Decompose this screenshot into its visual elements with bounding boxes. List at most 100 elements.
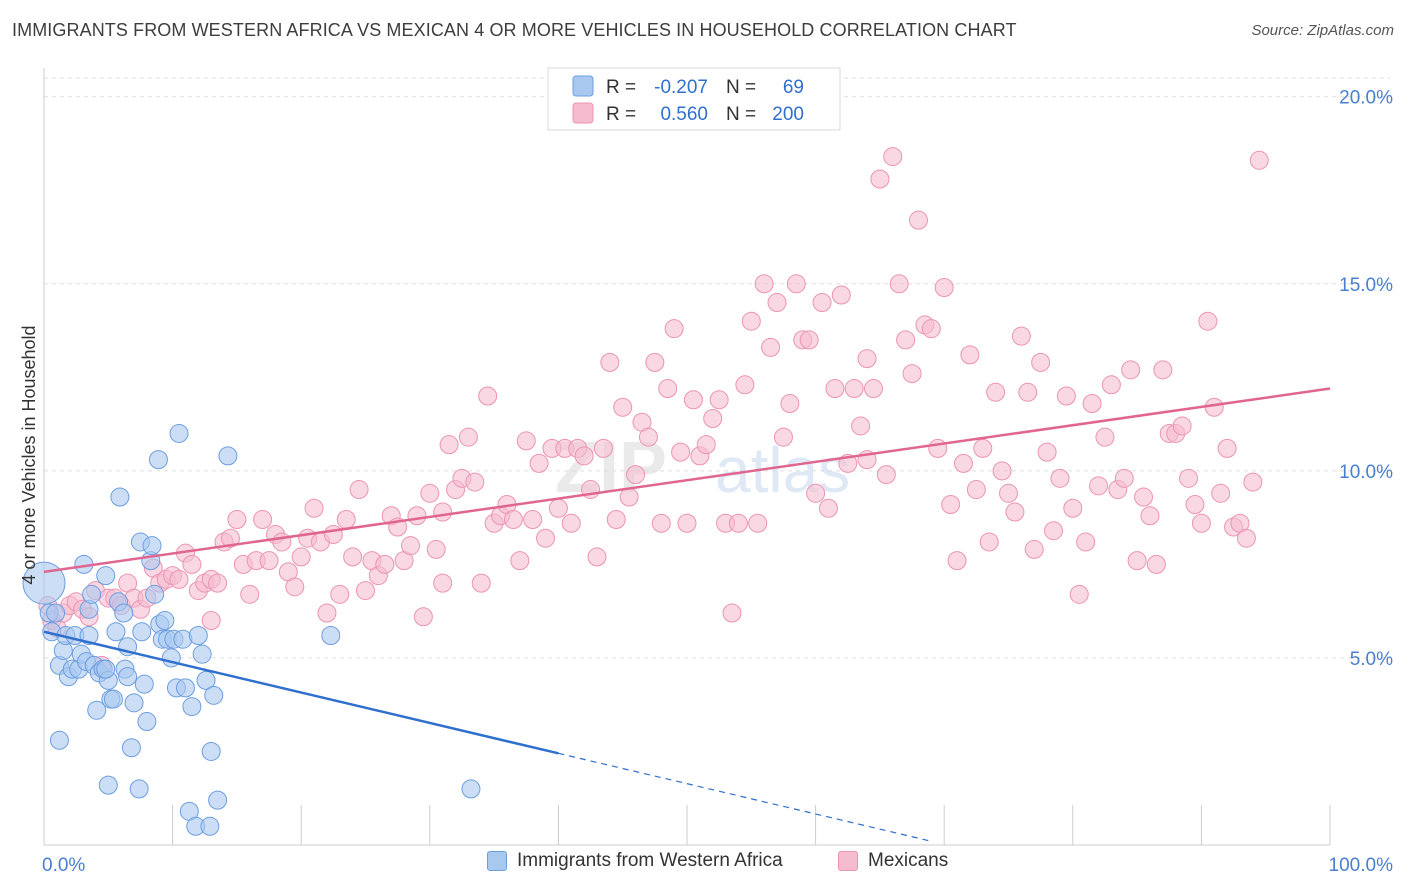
western-africa-point xyxy=(106,622,126,642)
mexicans-point xyxy=(587,547,607,567)
western-africa-point xyxy=(22,561,66,605)
mexicans-point xyxy=(1011,326,1031,346)
mexicans-point xyxy=(1146,554,1166,574)
western-africa-point xyxy=(82,584,102,604)
legend-swatch-pink xyxy=(572,102,594,124)
mexicans-point xyxy=(169,569,189,589)
chart-title: IMMIGRANTS FROM WESTERN AFRICA VS MEXICA… xyxy=(12,20,1017,40)
western-africa-point xyxy=(204,685,224,705)
legend-n-value-blue: 69 xyxy=(783,77,804,98)
western-africa-point xyxy=(148,450,168,470)
mexicans-point xyxy=(773,427,793,447)
mexicans-point xyxy=(889,274,909,294)
legend-swatch-western-africa xyxy=(487,851,507,871)
mexicans-point xyxy=(870,169,890,189)
legend-r-label-blue: R = xyxy=(606,77,636,98)
mexicans-point xyxy=(1172,416,1192,436)
mexicans-point xyxy=(1198,311,1218,331)
mexicans-point xyxy=(1211,483,1231,503)
mexicans-point xyxy=(343,547,363,567)
mexicans-point xyxy=(208,573,228,593)
western-africa-point xyxy=(87,700,107,720)
mexicans-point xyxy=(516,431,536,451)
mexicans-points xyxy=(38,147,1269,675)
mexicans-point xyxy=(767,292,787,312)
legend-label-mexicans: Mexicans xyxy=(868,850,949,871)
mexicans-point xyxy=(825,379,845,399)
mexicans-point xyxy=(458,427,478,447)
western-africa-point xyxy=(103,689,123,709)
mexicans-point xyxy=(883,147,903,167)
legend-n-label-pink: N = xyxy=(726,104,756,125)
mexicans-point xyxy=(323,524,343,544)
western-africa-point xyxy=(96,566,116,586)
mexicans-point xyxy=(703,408,723,428)
mexicans-point xyxy=(439,435,459,455)
mexicans-point xyxy=(709,390,729,410)
mexicans-point xyxy=(645,352,665,372)
mexicans-point xyxy=(401,536,421,556)
mexicans-point xyxy=(220,528,240,548)
mexicans-point xyxy=(941,495,961,515)
western-africa-point xyxy=(132,622,152,642)
mexicans-point xyxy=(831,285,851,305)
legend-n-value-pink: 200 xyxy=(772,104,804,125)
mexicans-point xyxy=(722,603,742,623)
mexicans-point xyxy=(780,394,800,414)
mexicans-point xyxy=(844,379,864,399)
mexicans-point xyxy=(979,532,999,552)
mexicans-point xyxy=(465,472,485,492)
mexicans-point xyxy=(1101,375,1121,395)
western-africa-point xyxy=(155,611,175,631)
mexicans-point xyxy=(638,427,658,447)
mexicans-point xyxy=(851,416,871,436)
mexicans-point xyxy=(574,446,594,466)
mexicans-point xyxy=(426,539,446,559)
western-africa-point xyxy=(461,779,481,799)
mexicans-point xyxy=(1024,539,1044,559)
mexicans-point xyxy=(529,453,549,473)
western-africa-trend-line xyxy=(43,630,559,755)
mexicans-point xyxy=(960,345,980,365)
mexicans-point xyxy=(1127,551,1147,571)
mexicans-point xyxy=(1217,438,1237,458)
mexicans-point xyxy=(1140,506,1160,526)
y-tick-label: 15.0% xyxy=(1339,275,1393,296)
y-tick-label: 10.0% xyxy=(1339,462,1393,483)
mexicans-point xyxy=(619,487,639,507)
mexicans-point xyxy=(921,319,941,339)
mexicans-point xyxy=(356,581,375,601)
mexicans-point xyxy=(1153,360,1173,380)
mexicans-point xyxy=(786,274,806,294)
western-africa-point xyxy=(114,603,134,623)
mexicans-point xyxy=(857,349,877,369)
mexicans-point xyxy=(1095,427,1115,447)
legend-swatch-blue xyxy=(572,75,594,97)
western-africa-point xyxy=(188,625,208,645)
mexicans-trend-line xyxy=(43,387,1331,574)
mexicans-point xyxy=(1121,360,1141,380)
mexicans-point xyxy=(902,364,922,384)
mexicans-point xyxy=(1114,468,1134,488)
mexicans-point xyxy=(818,498,838,518)
legend-item-western-africa[interactable]: Immigrants from Western Africa xyxy=(487,850,783,872)
mexicans-point xyxy=(349,480,369,500)
mexicans-point xyxy=(1005,502,1025,522)
western-africa-point xyxy=(98,775,118,795)
mexicans-point xyxy=(947,551,967,571)
legend-item-mexicans[interactable]: Mexicans xyxy=(838,850,948,872)
mexicans-point xyxy=(1089,476,1109,496)
mexicans-point xyxy=(664,319,684,339)
western-africa-point xyxy=(182,697,202,717)
mexicans-point xyxy=(928,438,948,458)
mexicans-point xyxy=(683,390,703,410)
western-africa-point xyxy=(218,446,238,466)
mexicans-point xyxy=(201,611,221,631)
mexicans-point xyxy=(433,502,453,522)
mexicans-point xyxy=(1191,513,1211,533)
western-africa-point xyxy=(124,693,144,713)
mexicans-point xyxy=(240,584,260,604)
axes xyxy=(43,68,1331,846)
western-africa-point xyxy=(118,667,138,687)
mexicans-point xyxy=(536,528,556,548)
